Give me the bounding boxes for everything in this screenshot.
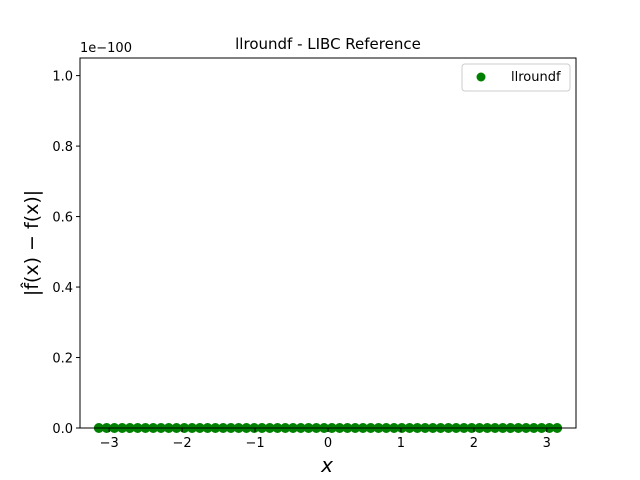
y-tick-label: 0.4 <box>52 281 73 296</box>
legend-label: llroundf <box>511 70 561 85</box>
x-tick-label: −2 <box>173 436 192 451</box>
plot-area <box>80 58 576 428</box>
y-offset-label: 1e−100 <box>80 41 132 56</box>
x-tick-label: 2 <box>470 436 478 451</box>
x-tick-label: −3 <box>100 436 119 451</box>
y-tick-label: 1.0 <box>52 70 73 85</box>
plot-frame <box>80 58 576 428</box>
y-axis-ticks: 0.0 0.2 0.4 0.6 0.8 1.0 <box>52 70 80 437</box>
y-tick-label: 0.8 <box>52 140 73 155</box>
legend-box <box>461 63 571 92</box>
y-tick-label: 0.0 <box>52 422 73 437</box>
legend-marker <box>476 72 486 82</box>
y-tick-label: 0.6 <box>52 211 73 226</box>
y-tick-label: 0.2 <box>52 352 73 367</box>
chart-title: llroundf - LIBC Reference <box>235 35 421 53</box>
y-axis-label: |f̂(x) − f(x)| <box>21 190 43 296</box>
legend: llroundf <box>461 63 571 92</box>
x-tick-label: −1 <box>245 436 264 451</box>
x-tick-label: 3 <box>543 436 551 451</box>
x-tick-label: 0 <box>324 436 332 451</box>
x-axis-ticks: −3 −2 −1 0 1 2 3 <box>100 428 551 451</box>
x-tick-label: 1 <box>397 436 405 451</box>
x-axis-label: x <box>320 453 333 477</box>
